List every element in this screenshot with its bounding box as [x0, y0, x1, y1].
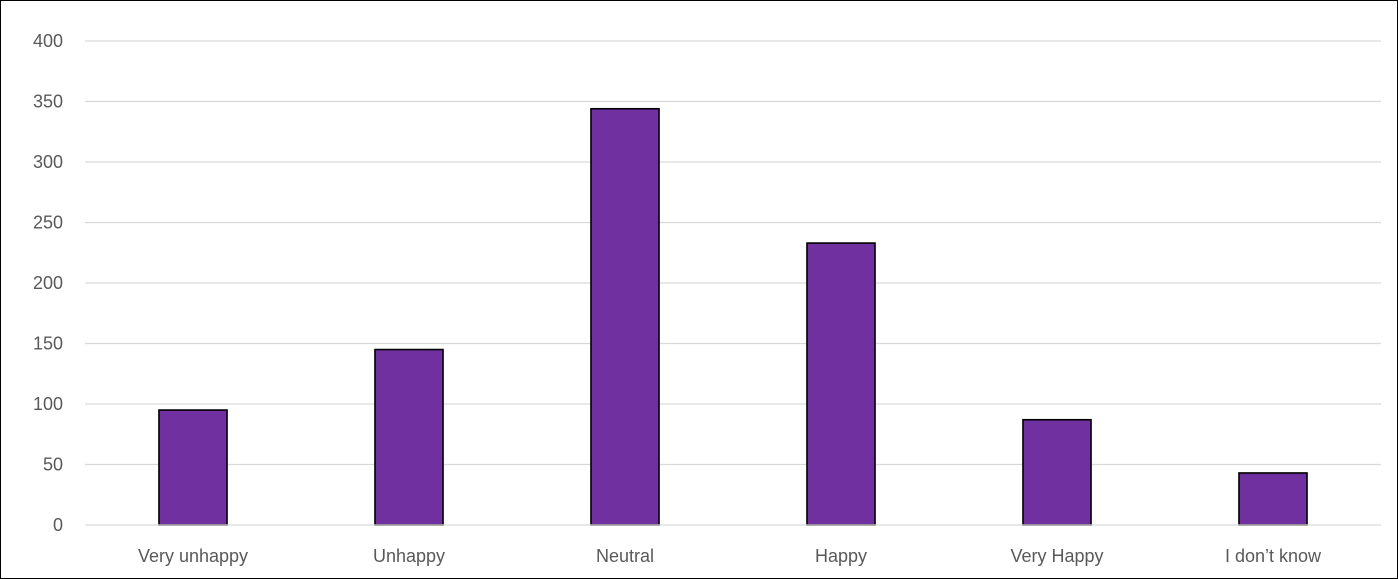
bar — [1238, 472, 1308, 526]
bar — [1022, 418, 1092, 526]
y-tick-label: 150 — [33, 334, 63, 354]
y-tick-label: 300 — [33, 152, 63, 172]
bar — [374, 348, 444, 526]
x-category-label: Happy — [815, 546, 867, 566]
x-axis-category-labels: Very unhappy Unhappy Neutral Happy Very Happ… — [138, 546, 1322, 566]
gridlines — [85, 40, 1381, 466]
y-tick-label: 50 — [43, 455, 63, 475]
y-tick-label: 100 — [33, 394, 63, 414]
x-category-label: Very Happy — [1010, 546, 1103, 566]
x-category-label: Unhappy — [373, 546, 445, 566]
bar — [590, 107, 660, 526]
y-tick-label: 0 — [53, 515, 63, 535]
y-tick-label: 400 — [33, 31, 63, 51]
x-category-label: Neutral — [596, 546, 654, 566]
y-tick-label: 250 — [33, 213, 63, 233]
y-tick-label: 200 — [33, 273, 63, 293]
bar — [806, 242, 876, 526]
x-category-label: Very unhappy — [138, 546, 248, 566]
y-axis-tick-labels: 0 50 100 150 200 250 300 350 400 — [33, 31, 63, 535]
x-category-label: I don’t know — [1225, 546, 1322, 566]
y-tick-label: 350 — [33, 92, 63, 112]
bar — [158, 409, 228, 526]
bars — [158, 107, 1308, 526]
